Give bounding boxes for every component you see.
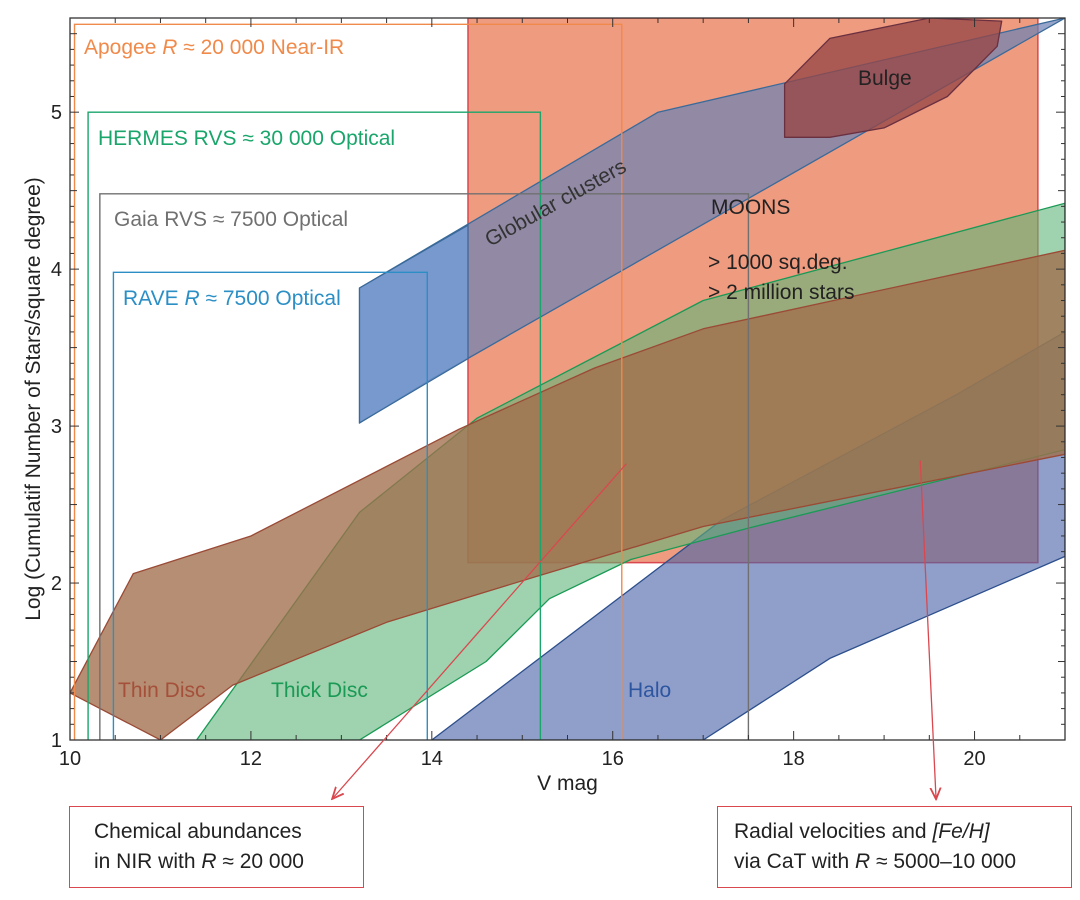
survey-box-apogee (73, 23, 623, 740)
callout-radial-line1: Radial velocities and [Fe/H] (734, 820, 990, 843)
survey-label-hermes: HERMES RVS ≈ 30 000 Optical (98, 127, 395, 150)
survey-label-gaia: Gaia RVS ≈ 7500 Optical (114, 208, 348, 231)
survey-box-hermes (87, 111, 542, 740)
moons-stars: > 2 million stars (708, 281, 854, 304)
callout-chemical-line2: in NIR with R ≈ 20 000 (94, 850, 304, 873)
y-tick-label: 2 (51, 573, 62, 595)
x-axis-title: V mag (537, 772, 598, 795)
callout-radial-line2: via CaT with R ≈ 5000–10 000 (734, 850, 1016, 873)
y-axis-title: Log (Cumulatif Number of Stars/square de… (22, 177, 45, 621)
y-tick-label: 4 (51, 259, 62, 281)
label-halo: Halo (628, 679, 671, 702)
callout-chemical-abundances: Chemical abundances in NIR with R ≈ 20 0… (69, 806, 364, 888)
label-bulge: Bulge (858, 67, 912, 90)
callout-radial-velocities: Radial velocities and [Fe/H] via CaT wit… (717, 806, 1072, 888)
callout-arrow-radial (919, 460, 936, 798)
survey-label-apogee: Apogee R ≈ 20 000 Near-IR (84, 36, 344, 59)
x-tick-label: 18 (783, 748, 805, 770)
label-thin-disc: Thin Disc (118, 679, 206, 702)
x-tick-label: 20 (963, 748, 985, 770)
y-tick-label: 5 (51, 102, 62, 124)
x-tick-label: 14 (421, 748, 443, 770)
survey-box-gaia (99, 193, 750, 740)
callout-chemical-line1: Chemical abundances (94, 820, 302, 843)
x-tick-label: 10 (59, 748, 81, 770)
moons-area: > 1000 sq.deg. (708, 251, 848, 274)
callout-arrow-chemical (333, 463, 627, 798)
survey-label-rave: RAVE R ≈ 7500 Optical (123, 287, 341, 310)
x-tick-label: 12 (240, 748, 262, 770)
bulge-region (783, 18, 1003, 138)
y-tick-label: 3 (51, 416, 62, 438)
moons-title: MOONS (711, 196, 790, 219)
y-tick-label: 1 (51, 730, 62, 752)
x-tick-label: 16 (602, 748, 624, 770)
label-thick-disc: Thick Disc (271, 679, 368, 702)
rave-overlap-patch (358, 224, 469, 424)
thin-disc-band (70, 249, 1065, 740)
survey-box-rave (112, 271, 428, 740)
